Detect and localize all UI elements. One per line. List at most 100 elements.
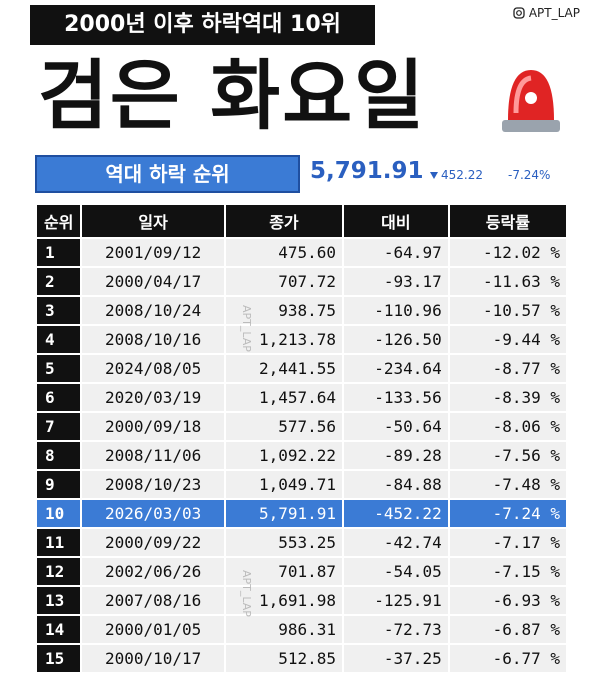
table-cell: 2008/11/06 xyxy=(82,442,224,469)
table-cell: 2007/08/16 xyxy=(82,587,224,614)
column-header: 순위 xyxy=(37,205,81,237)
column-header: 일자 xyxy=(82,205,224,237)
table-cell: 2008/10/23 xyxy=(82,471,224,498)
table-cell: 9 xyxy=(37,471,81,498)
watermark: APT_LAP xyxy=(240,570,253,617)
table-cell: -7.17 % xyxy=(449,529,566,556)
table-cell: 11 xyxy=(37,529,81,556)
table-cell: 7 xyxy=(37,413,81,440)
table-cell: 15 xyxy=(37,645,81,672)
table-row: 14 2000/01/05 986.31 -72.73 -6.87 % xyxy=(37,616,566,643)
table-cell: 2008/10/24 xyxy=(82,297,224,324)
table-cell: -133.56 xyxy=(344,384,448,411)
table-cell: -93.17 xyxy=(344,268,448,295)
table-cell: 512.85 xyxy=(225,645,343,672)
table-row: 3 2008/10/24 938.75 -110.96 -10.57 % xyxy=(37,297,566,324)
table-cell: 1,457.64 xyxy=(225,384,343,411)
table-cell: 1 xyxy=(37,239,81,266)
table-cell: 1,691.98 xyxy=(225,587,343,614)
table-cell: 12 xyxy=(37,558,81,585)
table-cell: 2020/03/19 xyxy=(82,384,224,411)
change-text: 452.22 xyxy=(441,168,483,182)
column-header: 종가 xyxy=(225,205,343,237)
table-row: 15 2000/10/17 512.85 -37.25 -6.77 % xyxy=(37,645,566,672)
table-cell: 4 xyxy=(37,326,81,353)
table-cell: 553.25 xyxy=(225,529,343,556)
table-cell: -110.96 xyxy=(344,297,448,324)
table-cell: -125.91 xyxy=(344,587,448,614)
table-cell: 707.72 xyxy=(225,268,343,295)
table-cell: 2,441.55 xyxy=(225,355,343,382)
table-cell: -6.93 % xyxy=(449,587,566,614)
table-cell: 2000/10/17 xyxy=(82,645,224,672)
summary-rate: -7.24% xyxy=(508,168,551,182)
table-cell: -6.87 % xyxy=(449,616,566,643)
table-cell: 10 xyxy=(37,500,81,527)
table-row: 7 2000/09/18 577.56 -50.64 -8.06 % xyxy=(37,413,566,440)
table-row: 10 2026/03/03 5,791.91 -452.22 -7.24 % xyxy=(37,500,566,527)
table-cell: 2 xyxy=(37,268,81,295)
table-cell: -234.64 xyxy=(344,355,448,382)
instagram-icon xyxy=(513,7,525,19)
table-cell: -50.64 xyxy=(344,413,448,440)
table-cell: 2000/04/17 xyxy=(82,268,224,295)
table-cell: -7.56 % xyxy=(449,442,566,469)
table-cell: 1,213.78 xyxy=(225,326,343,353)
table-cell: 5,791.91 xyxy=(225,500,343,527)
table-cell: -9.44 % xyxy=(449,326,566,353)
table-cell: -84.88 xyxy=(344,471,448,498)
handle-text: APT_LAP xyxy=(528,6,580,20)
table-cell: -72.73 xyxy=(344,616,448,643)
table-cell: 3 xyxy=(37,297,81,324)
table-cell: 14 xyxy=(37,616,81,643)
table-cell: 475.60 xyxy=(225,239,343,266)
table-cell: 2000/09/18 xyxy=(82,413,224,440)
column-header: 등락률 xyxy=(449,205,566,237)
watermark: APT_LAP xyxy=(240,305,253,352)
title: 검은 화요일 xyxy=(38,51,427,140)
table-cell: 986.31 xyxy=(225,616,343,643)
table-row: 6 2020/03/19 1,457.64 -133.56 -8.39 % xyxy=(37,384,566,411)
header-row: 순위 일자 종가 대비 등락률 xyxy=(37,205,566,237)
table-row: 12 2002/06/26 701.87 -54.05 -7.15 % xyxy=(37,558,566,585)
table-cell: 1,049.71 xyxy=(225,471,343,498)
table-row: 4 2008/10/16 1,213.78 -126.50 -9.44 % xyxy=(37,326,566,353)
summary-label: 역대 하락 순위 xyxy=(35,155,300,193)
handle: APT_LAP xyxy=(513,6,580,20)
table-cell: -6.77 % xyxy=(449,645,566,672)
table-cell: 2001/09/12 xyxy=(82,239,224,266)
table-cell: -7.48 % xyxy=(449,471,566,498)
table-row: 8 2008/11/06 1,092.22 -89.28 -7.56 % xyxy=(37,442,566,469)
table-row: 11 2000/09/22 553.25 -42.74 -7.17 % xyxy=(37,529,566,556)
table-row: 1 2001/09/12 475.60 -64.97 -12.02 % xyxy=(37,239,566,266)
summary-change: 452.22 xyxy=(430,168,483,182)
table-row: 5 2024/08/05 2,441.55 -234.64 -8.77 % xyxy=(37,355,566,382)
table-cell: -8.06 % xyxy=(449,413,566,440)
table-cell: 2026/03/03 xyxy=(82,500,224,527)
table-row: 13 2007/08/16 1,691.98 -125.91 -6.93 % xyxy=(37,587,566,614)
table-cell: 13 xyxy=(37,587,81,614)
table-cell: 1,092.22 xyxy=(225,442,343,469)
table-cell: 938.75 xyxy=(225,297,343,324)
table-cell: -126.50 xyxy=(344,326,448,353)
table-cell: 577.56 xyxy=(225,413,343,440)
table-cell: -64.97 xyxy=(344,239,448,266)
table-cell: 2024/08/05 xyxy=(82,355,224,382)
table-cell: 2002/06/26 xyxy=(82,558,224,585)
table-row: 9 2008/10/23 1,049.71 -84.88 -7.48 % xyxy=(37,471,566,498)
table-cell: 8 xyxy=(37,442,81,469)
table-cell: -8.77 % xyxy=(449,355,566,382)
table-cell: 2000/09/22 xyxy=(82,529,224,556)
banner: 2000년 이후 하락역대 10위 xyxy=(30,5,375,45)
table-cell: 2008/10/16 xyxy=(82,326,224,353)
siren-icon xyxy=(502,70,560,132)
table-cell: 6 xyxy=(37,384,81,411)
summary-close: 5,791.91 xyxy=(310,158,424,184)
table-cell: -10.57 % xyxy=(449,297,566,324)
down-arrow xyxy=(430,171,438,179)
table-cell: 5 xyxy=(37,355,81,382)
table-cell: -89.28 xyxy=(344,442,448,469)
table-cell: -42.74 xyxy=(344,529,448,556)
column-header: 대비 xyxy=(344,205,448,237)
